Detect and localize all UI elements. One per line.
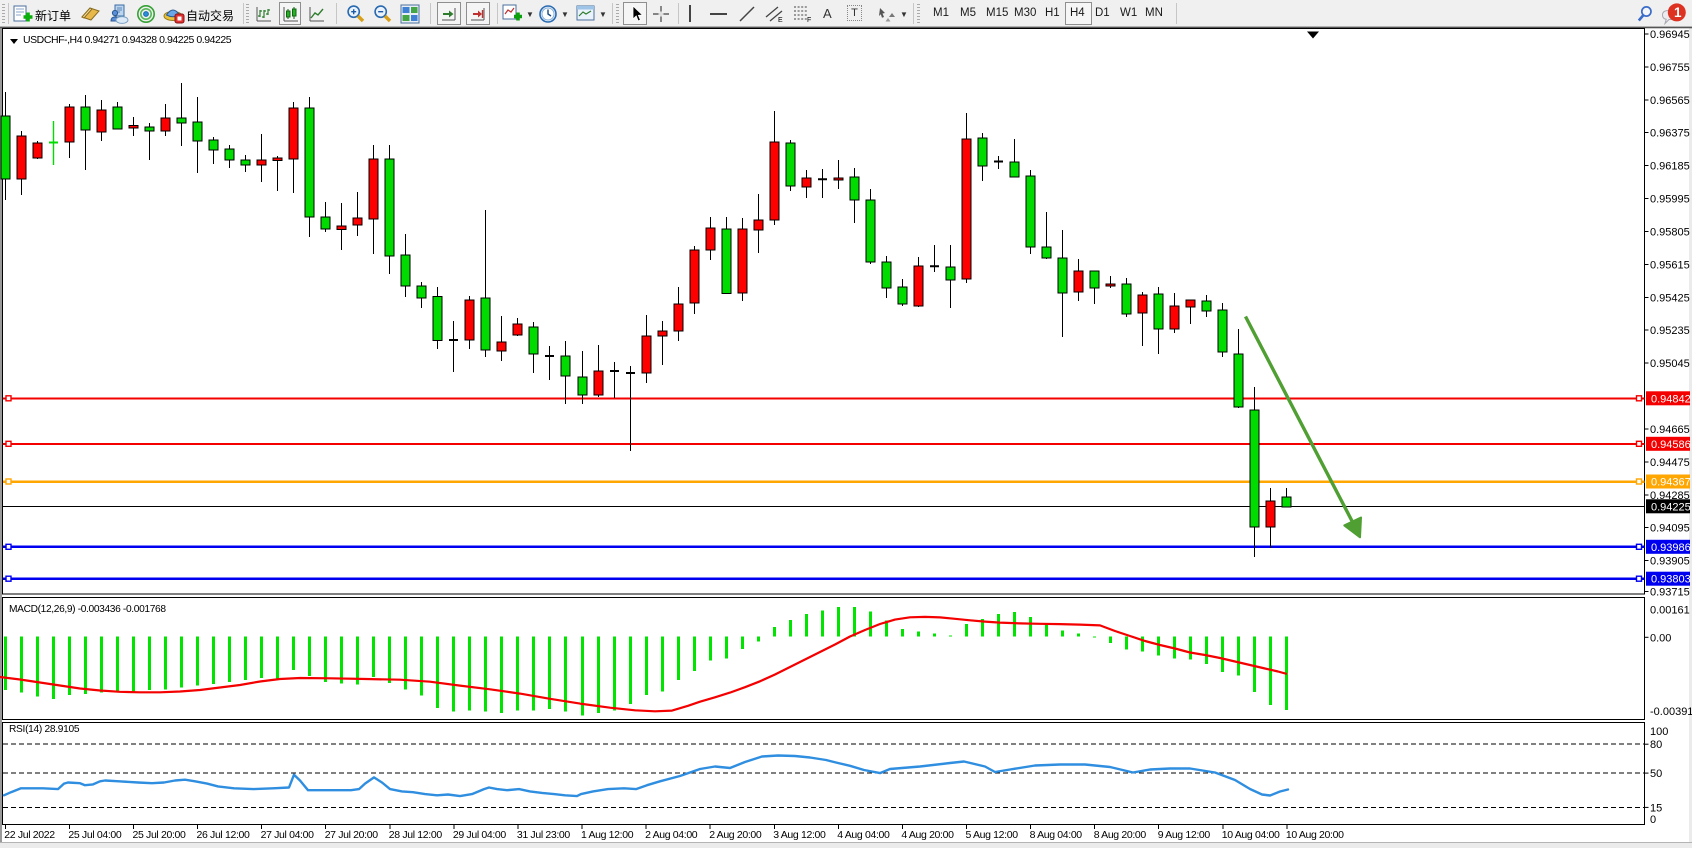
- svg-text:22 Jul 2022: 22 Jul 2022: [4, 829, 55, 841]
- svg-text:0.95045: 0.95045: [1650, 358, 1690, 370]
- svg-text:0.94367: 0.94367: [1651, 477, 1691, 489]
- svg-text:0.95995: 0.95995: [1650, 194, 1690, 206]
- svg-text:9 Aug 12:00: 9 Aug 12:00: [1158, 829, 1211, 841]
- svg-text:0.95425: 0.95425: [1650, 292, 1690, 304]
- svg-text:0.94285: 0.94285: [1650, 490, 1690, 502]
- svg-text:0.94095: 0.94095: [1650, 523, 1690, 535]
- svg-text:4 Aug 04:00: 4 Aug 04:00: [837, 829, 890, 841]
- svg-text:-0.00391: -0.00391: [1650, 706, 1692, 718]
- svg-text:25 Jul 04:00: 25 Jul 04:00: [68, 829, 122, 841]
- svg-text:8 Aug 04:00: 8 Aug 04:00: [1030, 829, 1083, 841]
- svg-text:26 Jul 12:00: 26 Jul 12:00: [197, 829, 251, 841]
- svg-text:29 Jul 04:00: 29 Jul 04:00: [453, 829, 507, 841]
- svg-text:0.94225: 0.94225: [1651, 501, 1691, 513]
- svg-text:8 Aug 20:00: 8 Aug 20:00: [1094, 829, 1147, 841]
- svg-text:31 Jul 23:00: 31 Jul 23:00: [517, 829, 571, 841]
- svg-text:27 Jul 04:00: 27 Jul 04:00: [261, 829, 315, 841]
- svg-text:1: 1: [1674, 5, 1682, 20]
- svg-text:USDCHF-,H4 0.94271 0.94328 0.: USDCHF-,H4 0.94271 0.94328 0.94225 0.942…: [23, 34, 232, 46]
- svg-text:0.96185: 0.96185: [1650, 161, 1690, 173]
- svg-text:0.93715: 0.93715: [1650, 587, 1690, 599]
- svg-text:100: 100: [1650, 726, 1668, 738]
- svg-text:0.94475: 0.94475: [1650, 457, 1690, 469]
- svg-text:2 Aug 04:00: 2 Aug 04:00: [645, 829, 698, 841]
- svg-text:0.95235: 0.95235: [1650, 325, 1690, 337]
- svg-text:0: 0: [1650, 814, 1656, 826]
- svg-text:0.96945: 0.96945: [1650, 29, 1690, 41]
- svg-text:28 Jul 12:00: 28 Jul 12:00: [389, 829, 443, 841]
- svg-text:F: F: [807, 17, 811, 23]
- svg-text:15: 15: [1650, 802, 1662, 814]
- svg-text:RSI(14) 28.9105: RSI(14) 28.9105: [9, 724, 80, 735]
- svg-text:0.95615: 0.95615: [1650, 259, 1690, 271]
- svg-text:0.94842: 0.94842: [1651, 393, 1691, 405]
- svg-text:0.93986: 0.93986: [1651, 542, 1691, 554]
- svg-text:0.94586: 0.94586: [1651, 439, 1691, 451]
- svg-text:MACD(12,26,9) -0.003436 -0.001: MACD(12,26,9) -0.003436 -0.001768: [9, 604, 166, 615]
- svg-text:4 Aug 20:00: 4 Aug 20:00: [901, 829, 954, 841]
- svg-text:3 Aug 12:00: 3 Aug 12:00: [773, 829, 826, 841]
- svg-text:E: E: [778, 17, 783, 23]
- svg-text:0.94665: 0.94665: [1650, 424, 1690, 436]
- svg-text:0.96755: 0.96755: [1650, 62, 1690, 74]
- svg-text:0.95805: 0.95805: [1650, 227, 1690, 239]
- svg-text:0.96375: 0.96375: [1650, 128, 1690, 140]
- svg-text:27 Jul 20:00: 27 Jul 20:00: [325, 829, 379, 841]
- svg-text:10 Aug 20:00: 10 Aug 20:00: [1286, 829, 1344, 841]
- svg-text:0.00161: 0.00161: [1650, 605, 1690, 617]
- svg-text:0.96565: 0.96565: [1650, 95, 1690, 107]
- svg-text:50: 50: [1650, 768, 1662, 780]
- svg-text:0.93803: 0.93803: [1651, 574, 1691, 586]
- svg-text:0.93905: 0.93905: [1650, 556, 1690, 568]
- svg-text:80: 80: [1650, 739, 1662, 751]
- svg-text:1 Aug 12:00: 1 Aug 12:00: [581, 829, 634, 841]
- svg-text:10 Aug 04:00: 10 Aug 04:00: [1222, 829, 1280, 841]
- svg-text:2 Aug 20:00: 2 Aug 20:00: [709, 829, 762, 841]
- svg-text:5 Aug 12:00: 5 Aug 12:00: [966, 829, 1019, 841]
- svg-text:25 Jul 20:00: 25 Jul 20:00: [133, 829, 187, 841]
- svg-text:0.00: 0.00: [1650, 632, 1671, 644]
